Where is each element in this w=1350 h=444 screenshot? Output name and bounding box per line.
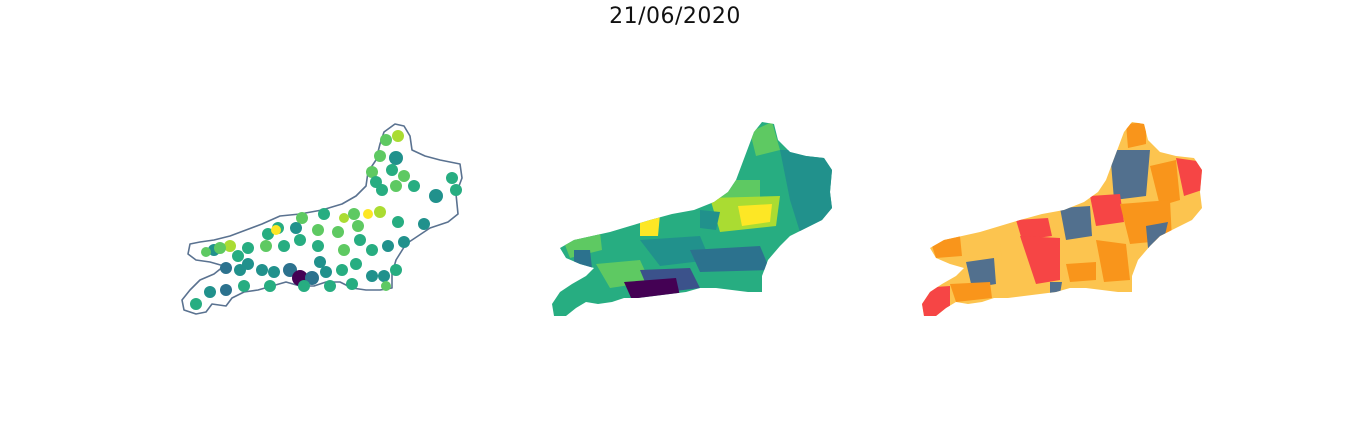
- municipality-dot: [232, 250, 244, 262]
- municipality-dot: [204, 286, 216, 298]
- municipality-dot: [314, 256, 326, 268]
- municipality-dot: [312, 224, 324, 236]
- categorical-regions: [922, 122, 1202, 316]
- municipality-dot: [381, 281, 391, 291]
- municipality-dot: [348, 208, 360, 220]
- municipality-dot: [350, 258, 362, 270]
- municipality-dot: [318, 208, 330, 220]
- municipality-dot: [190, 298, 202, 310]
- municipality-dot: [346, 278, 358, 290]
- municipality-dot: [220, 262, 232, 274]
- municipality-dot: [260, 240, 272, 252]
- state-outline: [181, 123, 463, 315]
- municipality-dot: [366, 270, 378, 282]
- municipality-dot: [320, 266, 332, 278]
- municipality-dot: [386, 164, 398, 176]
- municipality-dot: [305, 271, 319, 285]
- municipality-dot: [238, 280, 250, 292]
- municipality-dot: [234, 264, 246, 276]
- municipality-dot: [324, 280, 336, 292]
- municipality-dot: [363, 209, 373, 219]
- municipality-dot: [390, 180, 402, 192]
- municipality-dot: [336, 264, 348, 276]
- municipality-dot: [380, 134, 392, 146]
- municipality-dot: [450, 184, 462, 196]
- municipality-dot: [366, 244, 378, 256]
- municipality-dot: [429, 189, 443, 203]
- municipality-dot: [201, 247, 211, 257]
- municipality-dot: [378, 270, 390, 282]
- municipality-dot: [389, 151, 403, 165]
- municipality-dot: [294, 234, 306, 246]
- municipality-dot: [262, 228, 274, 240]
- municipality-dot: [354, 234, 366, 246]
- municipality-dot: [214, 242, 226, 254]
- municipality-dot: [312, 240, 324, 252]
- municipality-dot: [374, 150, 386, 162]
- municipality-dot: [242, 242, 254, 254]
- municipality-dot: [224, 240, 236, 252]
- municipality-dot: [264, 280, 276, 292]
- municipality-dot: [376, 184, 388, 196]
- municipality-dot: [408, 180, 420, 192]
- municipality-dot: [268, 266, 280, 278]
- municipality-dot: [418, 218, 430, 230]
- municipality-dot: [398, 170, 410, 182]
- municipality-dot: [338, 244, 350, 256]
- municipality-dot: [298, 280, 310, 292]
- municipality-dot: [392, 130, 404, 142]
- municipality-dot: [278, 240, 290, 252]
- municipality-dot: [398, 236, 410, 248]
- municipality-dot: [382, 240, 394, 252]
- dots-layer: [190, 130, 462, 310]
- municipality-dot: [446, 172, 458, 184]
- municipality-dot: [352, 220, 364, 232]
- municipality-dot: [220, 284, 232, 296]
- figure-title: 21/06/2020: [609, 4, 741, 29]
- municipality-dot: [332, 226, 344, 238]
- municipality-dot: [339, 213, 349, 223]
- municipality-dot: [392, 216, 404, 228]
- municipality-dot: [290, 222, 302, 234]
- municipality-dot: [366, 166, 378, 178]
- municipality-dot: [271, 225, 281, 235]
- municipality-dot: [390, 264, 402, 276]
- municipality-dot: [256, 264, 268, 276]
- municipality-dot: [296, 212, 308, 224]
- municipality-dot: [374, 206, 386, 218]
